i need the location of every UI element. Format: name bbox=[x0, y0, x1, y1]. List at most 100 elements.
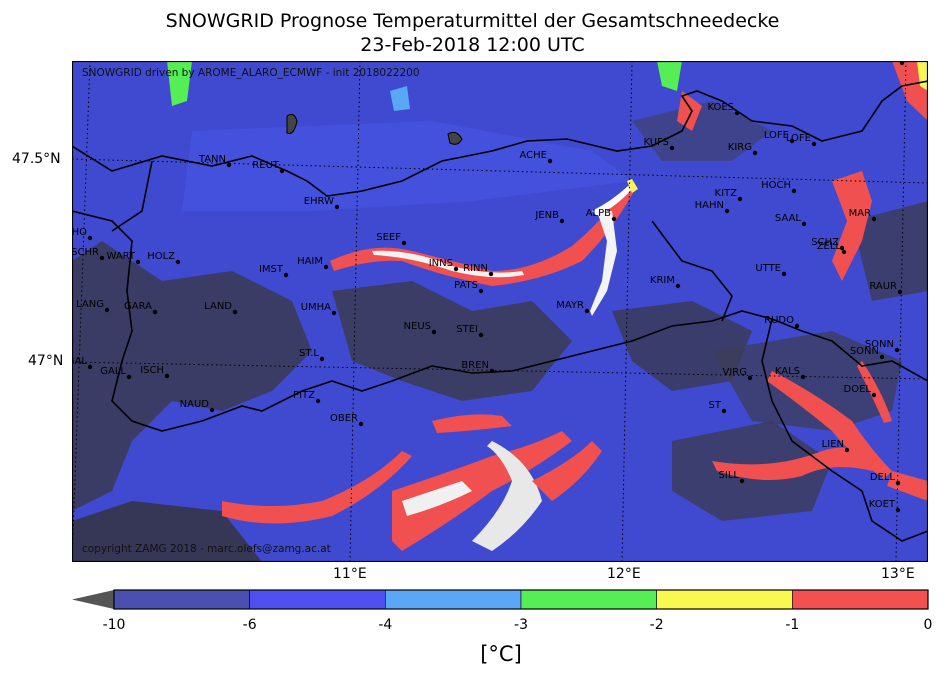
lon-label-11: 11°E bbox=[333, 566, 367, 582]
station-label: KOET bbox=[869, 499, 896, 510]
station-dot bbox=[734, 110, 740, 116]
station-dot bbox=[547, 158, 553, 164]
station-label: SEEF bbox=[376, 232, 401, 243]
colorbar-tick-label: -2 bbox=[649, 617, 664, 633]
station-label: SAAL bbox=[775, 213, 801, 224]
station-dot bbox=[431, 329, 437, 335]
station-dot bbox=[478, 332, 484, 338]
station-dot bbox=[894, 347, 900, 353]
station-label: VIRG bbox=[723, 367, 748, 378]
station-label: HOLZ bbox=[147, 251, 175, 262]
station-dot bbox=[99, 255, 105, 261]
station-dot bbox=[87, 235, 93, 241]
colorbar-segment bbox=[249, 589, 386, 610]
station-dot bbox=[87, 364, 93, 370]
station-dot bbox=[611, 216, 617, 222]
station-label: JENB bbox=[534, 210, 559, 221]
station-label: UTTE bbox=[755, 263, 781, 274]
station-label: KALS bbox=[775, 366, 800, 377]
station-label: LAND bbox=[204, 301, 232, 312]
colorbar-tick-label: 0 bbox=[923, 617, 933, 633]
station-label: BREN bbox=[461, 360, 489, 371]
station-label: REUT bbox=[252, 160, 280, 171]
station-label: SCHR bbox=[72, 247, 99, 258]
station-dot bbox=[899, 61, 905, 66]
station-label: LOFE bbox=[764, 130, 789, 141]
colorbar-segment bbox=[520, 589, 657, 610]
station-label: ISCH bbox=[140, 365, 164, 376]
station-dot bbox=[323, 264, 329, 270]
station-dot bbox=[401, 240, 407, 246]
station-dot bbox=[104, 307, 110, 313]
inn-valley-warm bbox=[330, 186, 634, 286]
station-label: KRIM bbox=[650, 275, 675, 286]
station-label: TANN bbox=[198, 154, 226, 165]
station-label: HAIM bbox=[297, 256, 323, 267]
station-dot bbox=[226, 162, 232, 168]
station-dot bbox=[811, 141, 817, 147]
station-dot bbox=[232, 309, 238, 315]
model-note: SNOWGRID driven by AROME_ALARO_ECMWF - i… bbox=[82, 67, 420, 79]
station-dot bbox=[331, 310, 337, 316]
station-label: KITZ bbox=[715, 188, 738, 199]
station-dot bbox=[724, 208, 730, 214]
colorbar-segment bbox=[792, 589, 929, 610]
station-label: LIEN bbox=[822, 439, 844, 450]
station-dot bbox=[737, 196, 743, 202]
station-dot bbox=[358, 421, 364, 427]
station-dot bbox=[871, 216, 877, 222]
station-label: PITZ bbox=[293, 390, 315, 401]
station-dot bbox=[747, 375, 753, 381]
station-label: IMST bbox=[259, 264, 284, 275]
station-dot bbox=[752, 150, 758, 156]
station-dot bbox=[315, 398, 321, 404]
station-label: PATS bbox=[454, 280, 478, 291]
lat-label-47: 47°N bbox=[28, 353, 64, 369]
station-dot bbox=[895, 480, 901, 486]
station-label: SONN bbox=[850, 346, 879, 357]
station-label: HOCH bbox=[761, 180, 791, 191]
station-label: ST.L bbox=[299, 348, 319, 359]
station-label: SILL bbox=[719, 470, 740, 481]
station-dot bbox=[791, 188, 797, 194]
station-label: ALPB bbox=[586, 208, 611, 219]
station-label: HAHN bbox=[695, 200, 724, 211]
station-dot bbox=[209, 407, 215, 413]
station-dot bbox=[584, 308, 590, 314]
station-label: KIRG bbox=[728, 142, 752, 153]
station-dot bbox=[453, 266, 459, 272]
station-label: SCHZ bbox=[811, 237, 839, 248]
station-label: MAYR bbox=[556, 300, 584, 311]
station-label: GARA bbox=[124, 301, 152, 312]
station-label: DOEL bbox=[844, 384, 872, 395]
station-dot bbox=[283, 272, 289, 278]
colorbar-tick-label: -6 bbox=[242, 617, 257, 633]
station-dot bbox=[844, 447, 850, 453]
station-dot bbox=[478, 288, 484, 294]
station-dot bbox=[781, 271, 787, 277]
station-label: INNS bbox=[429, 258, 453, 269]
colorbar-under-triangle bbox=[72, 590, 114, 609]
station-dot bbox=[279, 168, 285, 174]
station-label: RINN bbox=[463, 263, 488, 274]
colorbar-segment bbox=[656, 589, 793, 610]
station-label: LOFE bbox=[786, 133, 811, 144]
colorbar-tick-label: -4 bbox=[378, 617, 393, 633]
station-label: UMHA bbox=[301, 302, 331, 313]
station-dot bbox=[721, 408, 727, 414]
station-label: SALZ bbox=[873, 61, 899, 63]
colorbar-tick-label: -1 bbox=[785, 617, 800, 633]
station-label: SONN bbox=[865, 339, 894, 350]
station-dot bbox=[126, 374, 132, 380]
station-dot bbox=[135, 259, 141, 265]
station-dot bbox=[669, 145, 675, 151]
station-dot bbox=[175, 259, 181, 265]
colorbar-segment bbox=[385, 589, 522, 610]
station-dot bbox=[739, 478, 745, 484]
station-dot bbox=[841, 249, 847, 255]
station-label: NEUS bbox=[404, 321, 431, 332]
station-dot bbox=[164, 373, 170, 379]
map-title: SNOWGRID Prognose Temperaturmittel der G… bbox=[165, 10, 780, 32]
station-label: WART bbox=[106, 251, 135, 262]
